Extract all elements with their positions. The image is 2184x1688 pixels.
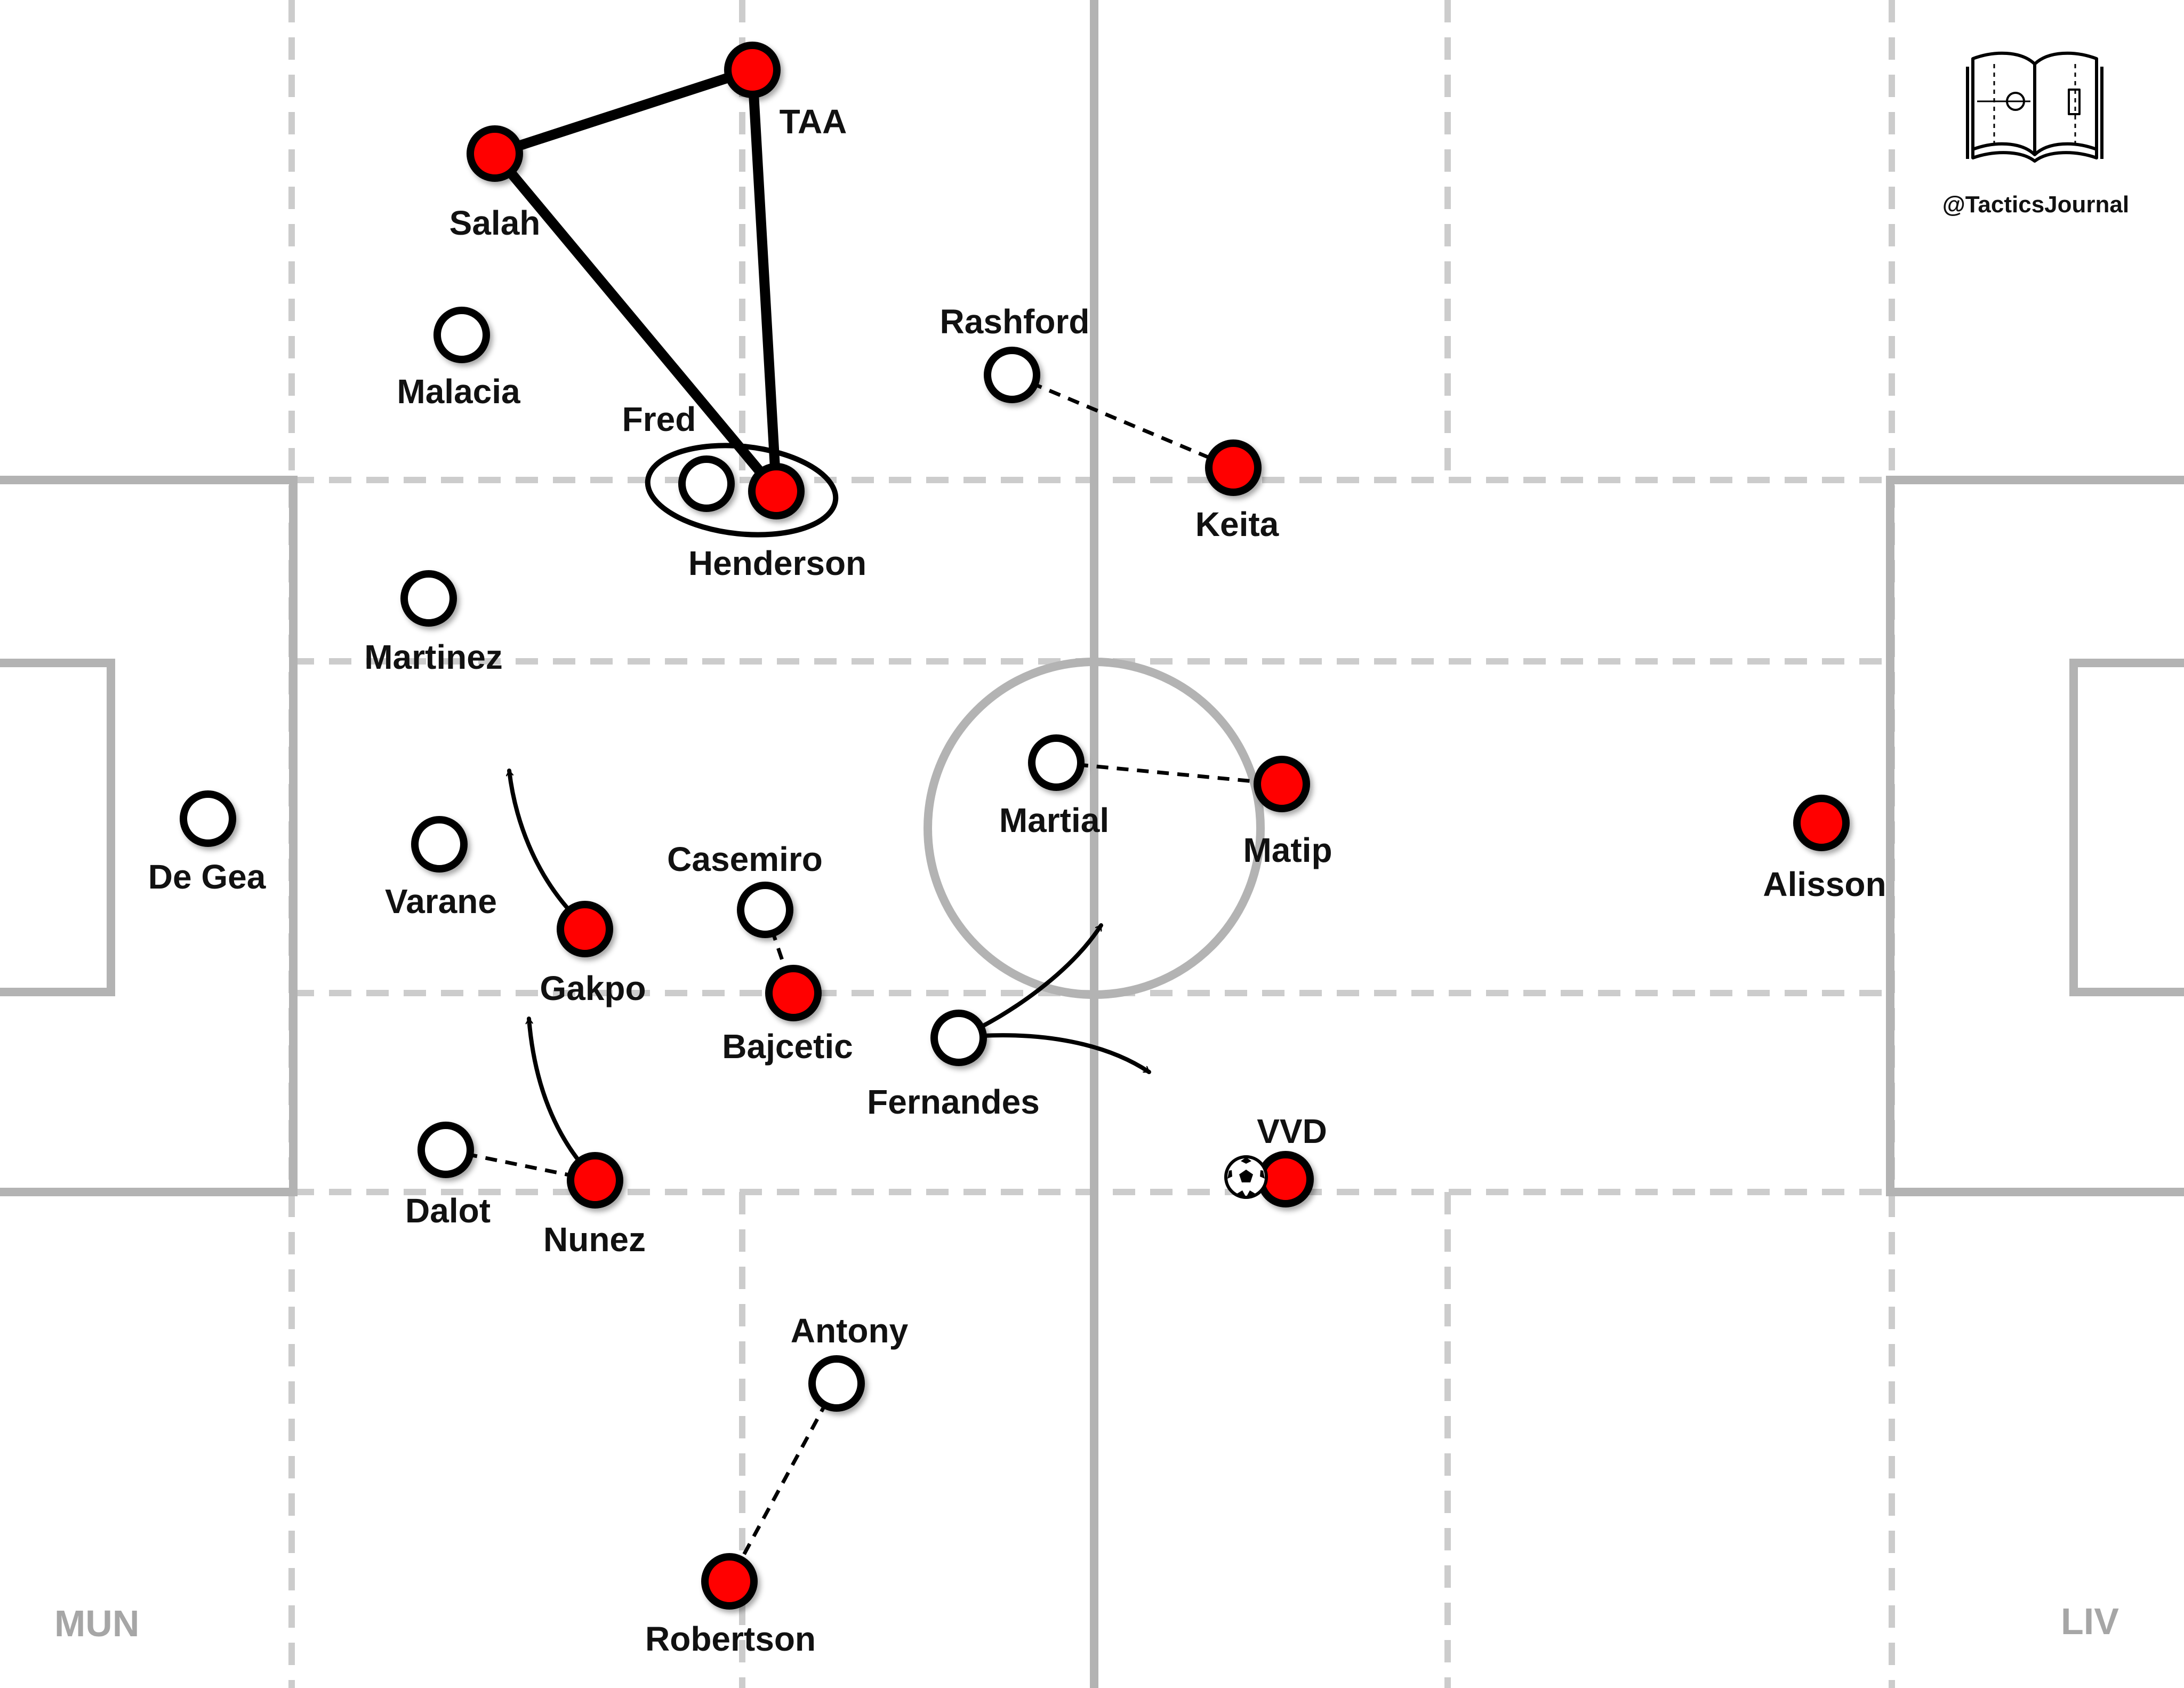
triangle-salah-taa-henderson: [491, 65, 782, 497]
left-six-yard-box: [0, 659, 115, 996]
player-marker-rashford[interactable]: [984, 347, 1040, 403]
home-team-label: MUN: [54, 1603, 139, 1644]
player-marker-robertson[interactable]: [701, 1553, 758, 1610]
away-team-label: LIV: [2061, 1601, 2119, 1642]
player-marker-gakpo[interactable]: [557, 901, 613, 957]
player-label-casemiro: Casemiro: [667, 840, 823, 878]
player-marker-matip[interactable]: [1254, 756, 1310, 812]
fernandes-run-arrow-wide: [958, 1033, 1151, 1074]
player-marker-nunez[interactable]: [567, 1152, 623, 1209]
player-label-matip: Matip: [1243, 831, 1332, 869]
player-label-martial: Martial: [999, 801, 1109, 839]
gakpo-run-arrow: [509, 769, 581, 922]
player-marker-de-gea[interactable]: [180, 790, 236, 847]
player-label-bajcetic: Bajcetic: [722, 1027, 853, 1066]
player-marker-fernandes[interactable]: [930, 1010, 987, 1066]
player-label-antony: Antony: [791, 1311, 909, 1350]
right-six-yard-box: [2069, 659, 2184, 996]
player-labels: Salah TAA Malacia Fred Henderson Rashfor…: [148, 102, 1886, 1658]
movement-arrows: [509, 769, 1151, 1178]
player-marker-martinez[interactable]: [400, 570, 457, 627]
player-label-nunez: Nunez: [543, 1220, 646, 1259]
player-marker-varane[interactable]: [411, 816, 468, 873]
mark-antony-robertson: [727, 1382, 839, 1582]
player-marker-henderson[interactable]: [748, 463, 805, 519]
player-marker-vvd[interactable]: [1257, 1151, 1314, 1207]
player-label-varane: Varane: [385, 882, 497, 921]
player-label-de-gea: De Gea: [148, 858, 266, 896]
branding-handle: @TacticsJournal: [1942, 191, 2129, 218]
player-label-dalot: Dalot: [405, 1191, 491, 1230]
player-marker-malacia[interactable]: [433, 307, 490, 363]
link-lines: [445, 65, 1282, 1582]
player-marker-bajcetic[interactable]: [765, 965, 822, 1021]
player-marker-alisson[interactable]: [1793, 795, 1850, 851]
player-marker-antony[interactable]: [808, 1355, 865, 1412]
player-label-fred: Fred: [622, 400, 696, 438]
player-marker-casemiro[interactable]: [737, 882, 793, 938]
mark-rashford-keita: [1011, 373, 1234, 470]
centre-circle: [924, 658, 1265, 999]
player-label-henderson: Henderson: [688, 544, 866, 582]
player-label-malacia: Malacia: [397, 372, 520, 411]
mark-martial-matip: [1056, 761, 1282, 786]
player-label-salah: Salah: [449, 204, 541, 242]
player-label-robertson: Robertson: [645, 1620, 816, 1658]
left-penalty-box: [0, 476, 298, 1196]
player-marker-salah[interactable]: [467, 125, 523, 182]
player-marker-fred[interactable]: [678, 455, 735, 512]
nunez-run-arrow: [529, 1017, 594, 1178]
player-label-keita: Keita: [1195, 505, 1279, 543]
ball-icon: [1224, 1155, 1268, 1199]
player-marker-taa[interactable]: [724, 42, 781, 98]
player-label-alisson: Alisson: [1763, 865, 1886, 903]
fred-henderson-duel-ring: [645, 443, 839, 538]
player-label-fernandes: Fernandes: [867, 1083, 1040, 1121]
right-penalty-box: [1886, 476, 2184, 1196]
player-marker-keita[interactable]: [1205, 439, 1262, 496]
player-label-martinez: Martinez: [364, 638, 503, 676]
players: [180, 42, 1850, 1610]
open-book-pitch-icon: [1966, 51, 2103, 163]
player-label-vvd: VVD: [1257, 1112, 1327, 1150]
mark-casemiro-bajcetic: [763, 909, 796, 994]
player-label-taa: TAA: [780, 102, 847, 141]
player-label-rashford: Rashford: [940, 302, 1090, 341]
player-marker-martial[interactable]: [1028, 734, 1085, 791]
player-label-gakpo: Gakpo: [540, 969, 646, 1007]
player-marker-dalot[interactable]: [417, 1122, 474, 1178]
